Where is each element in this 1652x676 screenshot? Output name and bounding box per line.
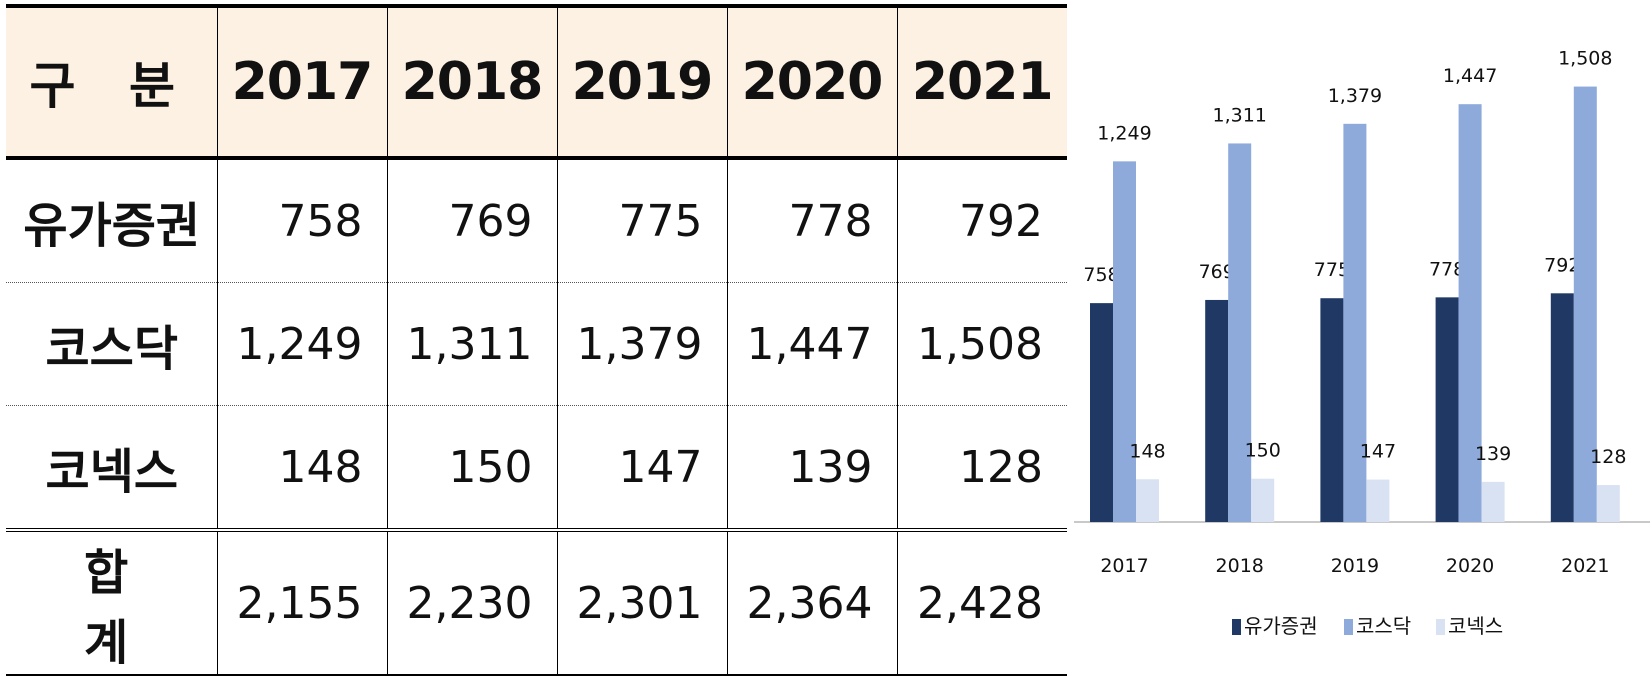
- table-row-kospi: 유가증권 758 769 775 778 792: [6, 158, 1067, 283]
- legend-swatch: [1344, 619, 1353, 635]
- bar-코넥스-2018: [1251, 478, 1275, 522]
- x-tick-label: 2021: [1561, 555, 1609, 577]
- bar-유가증권-2021: [1550, 293, 1574, 522]
- data-label: 775: [1314, 259, 1350, 281]
- data-label: 139: [1475, 443, 1511, 465]
- header-year-2020: 2020: [726, 4, 897, 160]
- legend-label: 코스닥: [1356, 614, 1411, 638]
- table-header-row: 구 분 2017 2018 2019 2020 2021: [6, 4, 1067, 160]
- x-tick-label: 2019: [1331, 555, 1379, 577]
- table-cell: 2,230: [386, 528, 557, 676]
- data-label: 128: [1590, 446, 1626, 468]
- bar-코넥스-2020: [1481, 481, 1505, 522]
- legend-label: 코넥스: [1448, 614, 1503, 638]
- data-label: 758: [1083, 264, 1119, 286]
- table-cell: 758: [216, 158, 387, 283]
- table-cell: 150: [386, 405, 557, 530]
- legend-swatch: [1436, 619, 1445, 635]
- table-cell: 147: [556, 405, 727, 530]
- header-year-2018: 2018: [386, 4, 557, 160]
- bar-코넥스-2021: [1596, 485, 1620, 522]
- bar-코스닥-2019: [1343, 123, 1367, 522]
- data-label: 1,249: [1097, 122, 1151, 144]
- row-label-kospi: 유가증권: [6, 158, 217, 283]
- listed-companies-bar-chart: 758 1,249 148 2017 769 1,311 150 2018 775 1,379 14…: [1074, 48, 1650, 638]
- header-year-2021: 2021: [896, 4, 1067, 160]
- bar-코스닥-2018: [1228, 143, 1252, 523]
- table-cell: 148: [216, 405, 387, 530]
- data-label: 148: [1129, 440, 1165, 462]
- x-tick-label: 2017: [1100, 555, 1148, 577]
- row-label-konex: 코넥스: [45, 444, 178, 500]
- header-year-2017: 2017: [216, 4, 387, 160]
- bar-유가증권-2017: [1090, 303, 1113, 522]
- table-cell: 139: [726, 405, 897, 530]
- bar-유가증권-2018: [1205, 299, 1229, 522]
- bar-코스닥-2021: [1573, 86, 1597, 522]
- table-cell: 792: [896, 158, 1067, 283]
- table-cell: 1,447: [726, 282, 897, 406]
- table-cell: 1,379: [556, 282, 727, 406]
- table-cell: 1,508: [896, 282, 1067, 406]
- listed-companies-table: 구 분 2017 2018 2019 2020 2021 유가증권 758 76…: [6, 4, 1067, 676]
- table-cell: 2,428: [896, 528, 1067, 676]
- bar-코넥스-2019: [1366, 479, 1390, 522]
- data-label: 769: [1199, 261, 1235, 283]
- data-label: 1,508: [1558, 48, 1612, 70]
- bar-코스닥-2020: [1458, 104, 1482, 523]
- table-cell: 2,155: [216, 528, 387, 676]
- x-tick-label: 2020: [1446, 555, 1494, 577]
- table-cell: 1,311: [386, 282, 557, 406]
- data-label: 150: [1245, 440, 1281, 462]
- table-cell: 128: [896, 405, 1067, 530]
- x-tick-label: 2018: [1216, 555, 1264, 577]
- table-cell: 769: [386, 158, 557, 283]
- data-label: 1,447: [1443, 65, 1497, 87]
- table-row-konex: 코넥스 148 150 147 139 128: [6, 405, 1067, 530]
- data-label: 1,379: [1328, 85, 1382, 107]
- table-cell: 2,301: [556, 528, 727, 676]
- data-label: 1,311: [1212, 104, 1266, 126]
- header-category: 구 분: [6, 4, 217, 160]
- data-label: 778: [1429, 258, 1465, 280]
- header-year-2019: 2019: [556, 4, 727, 160]
- table-cell: 1,249: [216, 282, 387, 406]
- table-cell: 775: [556, 158, 727, 283]
- row-label-total: 합 계: [6, 528, 217, 676]
- table-cell: 2,364: [726, 528, 897, 676]
- legend-label: 유가증권: [1244, 614, 1318, 638]
- bar-유가증권-2019: [1320, 298, 1344, 522]
- table-row-kosdaq: 코스닥 1,249 1,311 1,379 1,447 1,508: [6, 282, 1067, 406]
- data-label: 792: [1544, 254, 1580, 276]
- bar-코넥스-2017: [1136, 479, 1159, 522]
- data-label: 147: [1360, 441, 1396, 463]
- table-row-total: 합 계 2,155 2,230 2,301 2,364 2,428: [6, 528, 1067, 676]
- legend-swatch: [1232, 619, 1241, 635]
- row-label-kosdaq: 코스닥: [6, 282, 217, 406]
- bar-유가증권-2020: [1435, 297, 1459, 522]
- bar-코스닥-2017: [1113, 161, 1136, 522]
- table-cell: 778: [726, 158, 897, 283]
